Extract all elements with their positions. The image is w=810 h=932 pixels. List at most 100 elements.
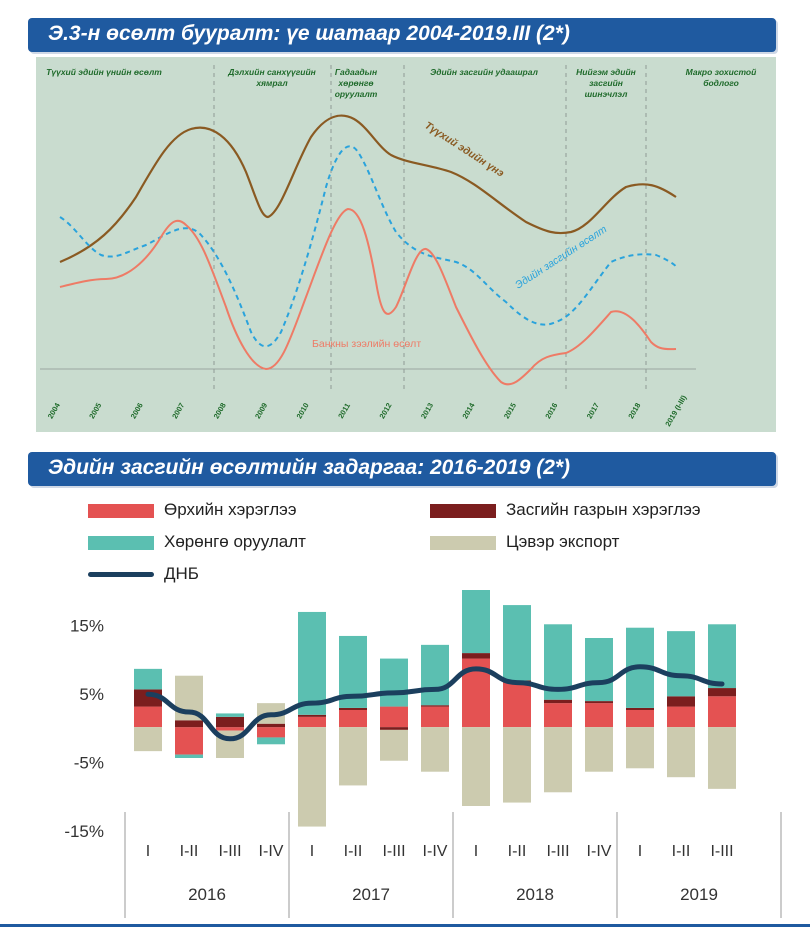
legend-household-swatch	[88, 504, 154, 518]
bar-segment	[421, 645, 449, 705]
x-tick-label: I-III	[218, 843, 241, 860]
bar-segment	[585, 703, 613, 727]
x-tick-label: I-IV	[423, 843, 448, 860]
bottom-chart-svg: 15%5%-5%-15%I I-II I-III I-IV I I-II I-III I-IV…	[0, 590, 810, 920]
top-chart-title: Э.3-н өсөлт бууралт: үе шатаар 2004-2019…	[48, 22, 570, 46]
bar-segment	[175, 727, 203, 754]
phase-label-1: Түүхий эдийн үнийн өсөлт	[46, 67, 162, 77]
y-tick-label: 15%	[70, 616, 104, 635]
bar-segment	[626, 727, 654, 768]
year-label: 2011	[336, 401, 352, 420]
bar-segment	[257, 727, 285, 737]
legend-government-swatch	[430, 504, 496, 518]
y-tick-label: 5%	[79, 685, 104, 704]
bar-segment	[175, 755, 203, 758]
bar-segment	[216, 727, 244, 730]
year-label: 2009	[253, 401, 269, 420]
legend-investment-label: Хөрөнгө оруулалт	[164, 532, 306, 552]
bar-segment	[708, 688, 736, 696]
year-label: 2014	[460, 401, 477, 421]
bar-segment	[380, 707, 408, 728]
year-group-label: 2019	[680, 885, 718, 904]
bar-segment	[708, 696, 736, 727]
phase-label-line: Нийгэм эдийн	[576, 67, 636, 77]
bar-segment	[339, 708, 367, 710]
bar-segment	[421, 727, 449, 772]
credit-series-label: Банкны зээлийн өсөлт	[312, 338, 421, 350]
year-label: 2013	[419, 401, 435, 420]
bar-segment	[503, 605, 531, 680]
year-label: 2012	[377, 401, 393, 420]
bar-segment	[339, 727, 367, 785]
phase-label-6: Макро зохистой бодлого	[686, 67, 757, 88]
bar-segment	[298, 612, 326, 715]
bar-segment	[339, 710, 367, 727]
top-chart-svg: Түүхий эдийн үнийн өсөлт Дэлхийн санхүүги…	[36, 57, 776, 432]
year-label: 2005	[87, 401, 103, 420]
bar-segment	[544, 703, 572, 727]
year-label: 2010	[295, 401, 311, 420]
bar-segment	[667, 707, 695, 728]
phase-label-line: Эдийн засгийн удаашрал	[430, 67, 538, 77]
phase-label-4: Эдийн засгийн удаашрал	[430, 67, 538, 77]
bar-segment	[421, 707, 449, 728]
bar-segment	[380, 659, 408, 707]
phase-label-line: Гадаадын	[335, 67, 377, 77]
phase-label-line: оруулалт	[335, 89, 378, 99]
x-tick-label: I	[638, 843, 642, 860]
phase-label-line: Түүхий эдийн үнийн өсөлт	[46, 67, 162, 77]
year-group-label: 2018	[516, 885, 554, 904]
top-title-banner: Э.3-н өсөлт бууралт: үе шатаар 2004-2019…	[28, 18, 776, 52]
bar-segment	[257, 724, 285, 727]
year-label: 2015	[502, 401, 518, 420]
phase-label-line: Дэлхийн санхүүгийн	[227, 67, 316, 77]
bar-segment	[667, 727, 695, 777]
bar-segment	[298, 727, 326, 826]
bar-segment	[503, 727, 531, 802]
phase-label-line: засгийн	[589, 78, 623, 88]
phase-label-5: Нийгэм эдийн засгийн шинэчлэл	[576, 67, 636, 99]
bar-segment	[134, 727, 162, 751]
legend-household-label: Өрхийн хэрэглээ	[164, 500, 297, 520]
x-tick-label: I-III	[382, 843, 405, 860]
y-tick-label: -15%	[64, 822, 104, 841]
bar-segment	[380, 727, 408, 730]
bar-segment	[708, 727, 736, 789]
year-label: 2006	[129, 401, 145, 420]
x-tick-label: I-II	[508, 843, 527, 860]
top-chart: Түүхий эдийн үнийн өсөлт Дэлхийн санхүүги…	[36, 57, 776, 432]
bar-segment	[298, 715, 326, 717]
phase-label-2: Дэлхийн санхүүгийн хямрал	[227, 67, 316, 88]
legend-government-label: Засгийн газрын хэрэглээ	[506, 500, 701, 520]
year-label: 2007	[170, 401, 186, 420]
price-series-label: Түүхий эдийн үнэ	[422, 119, 506, 179]
legend-investment-swatch	[88, 536, 154, 550]
bar-segment	[544, 700, 572, 703]
bar-segment	[626, 708, 654, 710]
x-tick-label: I-II	[672, 843, 691, 860]
year-label: 2018	[626, 401, 642, 420]
bottom-chart-title: Эдийн засгийн өсөлтийн задаргаа: 2016-20…	[48, 456, 570, 480]
phase-label-3: Гадаадын хөрөнгө оруулалт	[335, 67, 378, 99]
bar-segment	[134, 669, 162, 690]
bar-segment	[585, 727, 613, 772]
bar-segment	[134, 707, 162, 728]
phase-label-line: бодлого	[703, 78, 739, 88]
bar-segment	[544, 727, 572, 792]
bar-segment	[626, 710, 654, 727]
legend-net-export-swatch	[430, 536, 496, 550]
year-group-label: 2016	[188, 885, 226, 904]
x-tick-label: I	[146, 843, 150, 860]
bar-segment	[462, 653, 490, 658]
x-tick-label: I-II	[344, 843, 363, 860]
phase-label-line: хямрал	[255, 78, 288, 88]
year-label: 2016	[543, 401, 559, 420]
x-tick-label: I	[310, 843, 314, 860]
year-group-label: 2017	[352, 885, 390, 904]
bar-segment	[175, 720, 203, 727]
bar-segment	[257, 737, 285, 744]
bottom-chart: 15% 5% -5% -15% I I-II I-III I-IV I I-II I-III I-IV…	[0, 590, 810, 920]
bottom-title-banner: Эдийн засгийн өсөлтийн задаргаа: 2016-20…	[28, 452, 776, 486]
bar-segment	[667, 631, 695, 696]
bar-segment	[298, 717, 326, 727]
